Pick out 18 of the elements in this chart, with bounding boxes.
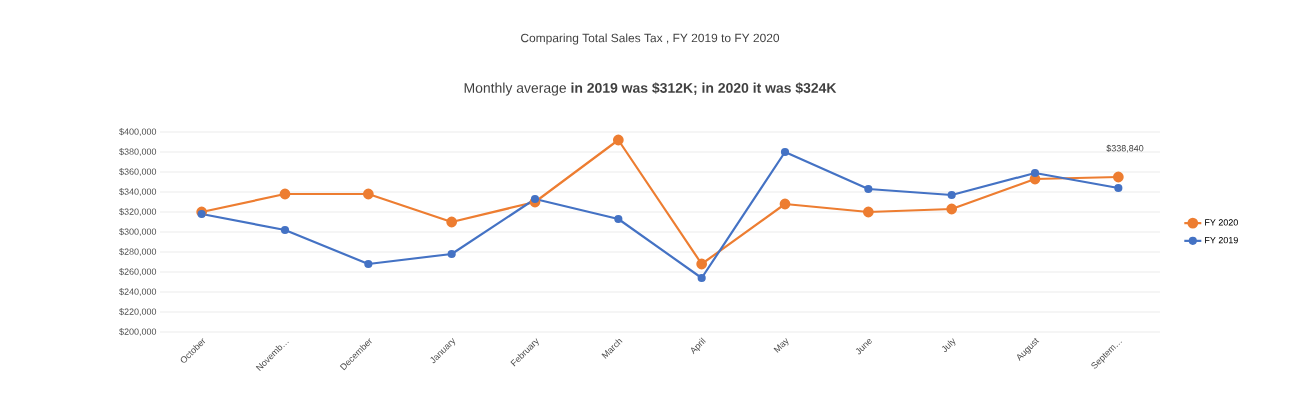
y-tick-label: $220,000 <box>119 308 157 316</box>
legend-label: FY 2020 <box>1205 219 1238 226</box>
y-tick-label: $320,000 <box>119 208 157 216</box>
y-tick-label: $360,000 <box>119 168 157 176</box>
legend-label: FY 2019 <box>1205 236 1238 244</box>
y-tick-label: $400,000 <box>119 128 157 136</box>
chart-title: Comparing Total Sales Tax , FY 2019 to FY 2020 <box>521 33 780 45</box>
x-tick-label: July <box>941 338 956 353</box>
y-tick-label: $280,000 <box>119 248 157 256</box>
y-tick-label: $240,000 <box>119 288 157 296</box>
annotation: $338,840 <box>1106 144 1144 153</box>
y-tick-label: $300,000 <box>119 228 157 236</box>
y-tick-label: $340,000 <box>119 188 157 196</box>
y-tick-label: $200,000 <box>119 328 157 336</box>
chart-subtitle: Monthly average in 2019 was $312K; in 2020 it was $324K <box>464 82 837 96</box>
x-tick-label: May <box>773 338 789 353</box>
y-tick-label: $260,000 <box>119 268 157 276</box>
y-tick-label: $380,000 <box>119 148 157 156</box>
